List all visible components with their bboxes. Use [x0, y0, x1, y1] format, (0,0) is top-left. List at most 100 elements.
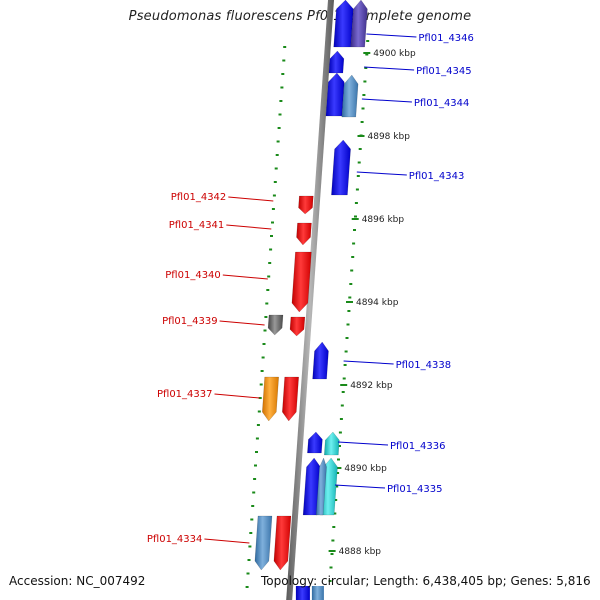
scale-dot	[274, 167, 278, 170]
gene-arrow[interactable]	[267, 314, 284, 336]
scale-dot	[335, 485, 339, 488]
backbone-layer	[286, 0, 334, 600]
gene-arrow[interactable]	[341, 74, 359, 118]
gene-arrow[interactable]	[262, 376, 279, 422]
scale-dot	[347, 310, 351, 312]
gene-arrow[interactable]	[254, 515, 273, 571]
scale-dot	[252, 491, 256, 494]
scale-dot	[273, 181, 277, 183]
scale-dot	[358, 148, 362, 150]
kbp-tick-label: 4892 kbp	[350, 381, 393, 391]
gene-arrow[interactable]	[298, 195, 314, 215]
gene-label[interactable]: Pfl01_4342	[171, 192, 227, 203]
tick-dots-layer	[245, 40, 371, 588]
gene-arrow[interactable]	[307, 431, 323, 454]
scale-dot	[353, 229, 356, 231]
kbp-tick-label: 4890 kbp	[344, 464, 387, 474]
scale-dot	[344, 350, 348, 353]
gene-arrow[interactable]	[331, 139, 351, 196]
scale-dot	[366, 40, 370, 42]
scale-dot	[346, 323, 350, 326]
scale-dot	[336, 472, 340, 474]
gene-arrow[interactable]	[312, 341, 329, 380]
genome-backbone	[286, 0, 334, 600]
gene-label-leader	[222, 274, 268, 280]
gene-arrow[interactable]	[273, 515, 292, 571]
scale-dot	[342, 377, 346, 380]
scale-dot	[362, 94, 366, 96]
accession-text: Accession: NC_007492	[9, 574, 146, 588]
kbp-tick-mark	[351, 218, 359, 220]
scale-dot	[354, 215, 357, 218]
gene-arrow[interactable]	[291, 251, 312, 313]
scale-dot	[247, 559, 251, 561]
gene-arrow[interactable]	[350, 0, 368, 48]
gene-label-leader	[228, 196, 274, 202]
kbp-tick-label: 4898 kbp	[368, 132, 411, 142]
gene-label[interactable]: Pfl01_4335	[387, 484, 443, 495]
scale-dot	[356, 175, 360, 177]
scale-dot	[255, 437, 259, 440]
scale-dot	[332, 526, 336, 528]
scale-dot	[280, 86, 284, 89]
scale-dot	[340, 404, 344, 407]
gene-label[interactable]: Pfl01_4345	[416, 66, 472, 77]
scale-dot	[355, 188, 359, 191]
scale-dot	[341, 391, 345, 393]
gene-arrow[interactable]	[296, 222, 312, 246]
gene-arrow[interactable]	[333, 0, 354, 48]
scale-dot	[263, 329, 267, 332]
scale-dot	[262, 343, 266, 345]
gene-label[interactable]: Pfl01_4340	[165, 270, 221, 281]
scale-dot	[264, 316, 268, 318]
scale-dot	[265, 302, 269, 305]
scale-dot	[339, 418, 343, 420]
gene-label[interactable]: Pfl01_4338	[396, 360, 452, 371]
genes-layer	[254, 0, 368, 600]
gene-label-leader	[334, 484, 386, 489]
scale-dot	[250, 518, 254, 521]
genome-summary-text: Topology: circular; Length: 6,438,405 bp…	[261, 574, 591, 588]
scale-dot	[365, 53, 369, 56]
scale-dot	[272, 194, 276, 197]
gene-label-leader	[204, 538, 250, 544]
scale-dot	[270, 235, 273, 237]
scale-dot	[338, 445, 341, 447]
gene-label-leader	[337, 441, 389, 446]
scale-dot	[267, 275, 271, 278]
scale-dot	[257, 410, 261, 413]
gene-label[interactable]: Pfl01_4341	[169, 220, 225, 231]
scale-dot	[349, 283, 353, 285]
scale-dot	[281, 73, 285, 75]
kbp-tick-label: 4900 kbp	[373, 49, 416, 59]
gene-arrow[interactable]	[289, 316, 306, 337]
scale-dot	[256, 424, 260, 426]
gene-label[interactable]: Pfl01_4334	[147, 534, 203, 545]
gene-label[interactable]: Pfl01_4346	[418, 33, 474, 44]
scale-dot	[283, 46, 287, 48]
kbp-tick-mark	[340, 384, 348, 386]
scale-dot	[261, 356, 265, 359]
gene-arrow[interactable]	[324, 431, 340, 456]
gene-label[interactable]: Pfl01_4343	[409, 171, 465, 182]
scale-dot	[269, 248, 273, 251]
gene-label[interactable]: Pfl01_4337	[157, 389, 213, 400]
gene-fragment	[311, 586, 324, 600]
gene-arrow[interactable]	[328, 50, 345, 74]
gene-arrow[interactable]	[282, 376, 299, 422]
gene-arrow[interactable]	[325, 72, 345, 117]
scale-dot	[266, 289, 270, 291]
scale-dot	[360, 121, 364, 123]
gene-label[interactable]: Pfl01_4339	[162, 316, 218, 327]
scale-dot	[351, 256, 355, 258]
gene-label[interactable]: Pfl01_4344	[414, 98, 470, 109]
scale-dot	[337, 458, 340, 461]
scale-dot	[249, 532, 253, 534]
gene-label-leader	[366, 33, 417, 38]
scale-dot	[343, 364, 347, 366]
gene-label-leader	[226, 224, 272, 230]
gene-arrow[interactable]	[315, 457, 327, 516]
scale-dot	[259, 383, 263, 386]
gene-label[interactable]: Pfl01_4336	[390, 441, 446, 452]
